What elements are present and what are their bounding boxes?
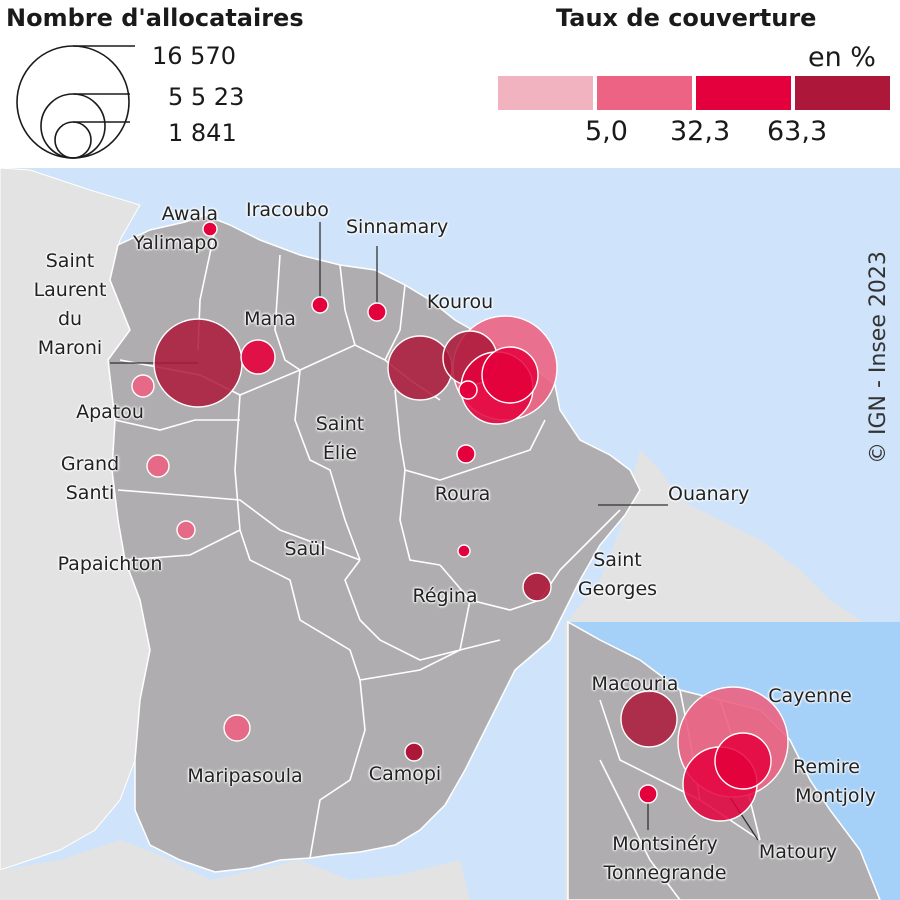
color-legend-tick-1: 5,0: [585, 116, 628, 147]
label-regina: Régina: [412, 585, 478, 607]
label-awala-yalimapo: Awala Yalimapo: [132, 203, 218, 254]
label-camopi: Camopi: [368, 763, 442, 785]
inset-label-montsinery-tonnegrande: Montsinéry Tonnegrande: [603, 833, 727, 884]
circle-papaichton[interactable]: [176, 520, 196, 540]
inset-circle-montsinery-tonnegrande[interactable]: [638, 784, 658, 804]
label-iracoubo: Iracoubo: [246, 199, 329, 221]
size-legend-value-medium: 5 5 23: [168, 83, 245, 111]
color-legend-title: Taux de couverture: [556, 4, 817, 32]
color-class-4: [795, 76, 890, 110]
color-legend-tick-2: 32,3: [670, 116, 731, 147]
circle-roura[interactable]: [456, 444, 476, 464]
label-mana: Mana: [244, 308, 296, 330]
circle-remire-montjoly[interactable]: [481, 346, 539, 404]
label-sinnamary: Sinnamary: [346, 216, 449, 238]
circle-iracoubo[interactable]: [311, 296, 329, 314]
label-grand-santi: Grand Santi: [60, 453, 120, 504]
color-class-3: [696, 76, 791, 110]
circle-saint-georges[interactable]: [522, 572, 552, 602]
circle-sinnamary[interactable]: [367, 302, 387, 322]
label-saint-laurent-du-maroni: Saint Laurent du Maroni: [33, 250, 107, 359]
inset-label-macouria: Macouria: [591, 673, 679, 695]
size-legend-value-large: 16 570: [152, 42, 236, 70]
label-saul: Saül: [284, 538, 326, 560]
label-ouanary: Ouanary: [668, 483, 750, 505]
color-legend-tick-3: 63,3: [767, 116, 828, 147]
size-legend-circle-small: [54, 121, 92, 159]
inset-label-matoury: Matoury: [758, 841, 838, 863]
color-legend-scale: [498, 76, 890, 110]
credit: © IGN - Insee 2023: [866, 251, 891, 464]
size-legend-circles: [16, 45, 135, 159]
color-class-1: [498, 76, 593, 110]
inset-circle-macouria[interactable]: [620, 690, 678, 748]
circle-awala-yalimapo[interactable]: [202, 221, 218, 237]
circle-montsinery-tonnegrande[interactable]: [458, 380, 478, 400]
size-legend-value-small: 1 841: [168, 119, 237, 147]
label-kourou: Kourou: [426, 291, 494, 313]
circle-apatou[interactable]: [131, 374, 155, 398]
size-legend-title: Nombre d'allocataires: [6, 4, 304, 32]
brazil-south-land: [0, 840, 470, 900]
label-saint-georges: Saint Georges: [577, 549, 658, 600]
inset-circle-remire-montjoly[interactable]: [714, 732, 772, 790]
inset-label-cayenne: Cayenne: [768, 685, 852, 707]
label-maripasoula: Maripasoula: [187, 765, 303, 787]
label-apatou: Apatou: [76, 401, 144, 423]
circle-mana[interactable]: [240, 339, 276, 375]
circle-macouria[interactable]: [387, 335, 453, 401]
color-class-2: [597, 76, 692, 110]
circle-camopi[interactable]: [404, 742, 424, 762]
label-roura: Roura: [434, 483, 491, 505]
label-papaichton: Papaichton: [57, 553, 163, 575]
inset-label-remire-montjoly-line2: Montjoly: [795, 785, 876, 807]
label-saint-elie: Saint Élie: [315, 413, 365, 464]
circle-grand-santi[interactable]: [146, 454, 170, 478]
size-legend-circle-large: [16, 45, 130, 159]
circle-regina[interactable]: [457, 544, 471, 558]
inset-label-remire-montjoly: Remire: [793, 756, 860, 778]
circle-maripasoula[interactable]: [223, 714, 251, 742]
color-legend-unit: en %: [808, 42, 876, 73]
size-legend-circle-medium: [40, 93, 106, 159]
